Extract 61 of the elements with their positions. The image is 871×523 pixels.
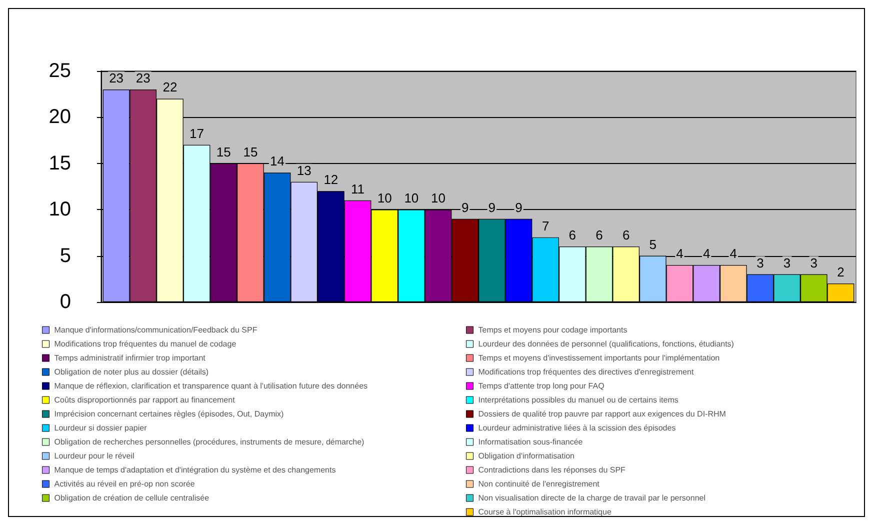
y-tick-label: 25 — [48, 60, 71, 82]
y-tick-label: 10 — [48, 198, 71, 221]
legend-label: Interprétations possibles du manuel ou de certains items — [478, 396, 678, 404]
legend-label: Temps et moyens d'investissement importants pour l'implémentation — [478, 354, 720, 362]
data-label: 7 — [542, 218, 550, 234]
legend-label: Modifications trop fréquentes des directives d'enregistrement — [478, 368, 694, 376]
legend-label: Temps d'attente trop long pour FAQ — [478, 382, 604, 390]
legend-label: Coûts disproportionnés par rapport au financement — [54, 396, 236, 404]
data-label: 10 — [377, 190, 392, 206]
data-label: 10 — [404, 190, 419, 206]
data-label: 6 — [622, 228, 630, 243]
y-tick-label: 0 — [60, 291, 71, 313]
legend-label: Manque de temps d'adaptation et d'intégration du système et des changements — [54, 466, 336, 474]
legend-label: Dossiers de qualité trop pauvre par rapport aux exigences du DI-RHM — [478, 410, 726, 418]
data-label: 14 — [270, 154, 285, 169]
data-label: 9 — [488, 200, 496, 215]
data-label: 13 — [296, 162, 312, 178]
data-label: 23 — [109, 70, 124, 86]
legend-label: Manque de réflexion, clarification et transparence quant à l'utilisation future des données — [54, 382, 368, 390]
y-tick-label: 5 — [60, 244, 71, 267]
data-label: 4 — [730, 246, 737, 262]
y-tick-label: 15 — [48, 152, 71, 174]
data-label: 4 — [676, 246, 684, 262]
data-label: 17 — [190, 126, 204, 141]
legend-label: Course à l'optimalisation informatique — [478, 508, 612, 516]
data-label: 6 — [568, 228, 576, 243]
data-label: 3 — [810, 255, 818, 270]
legend-label: Informatisation sous-financée — [478, 438, 584, 446]
legend-label: Lourdeur pour le réveil — [54, 452, 135, 460]
legend-label: Obligation de noter plus au dossier (détails) — [54, 368, 209, 376]
legend-label: Obligation de recherches personnelles (procédures, instruments de mesure, démarche) — [54, 438, 365, 446]
data-label: 3 — [756, 255, 764, 270]
legend-label: Temps et moyens pour codage importants — [478, 326, 628, 334]
data-label: 23 — [136, 70, 150, 86]
data-label: 9 — [515, 200, 522, 215]
legend-label: Non visualisation directe de la charge de travail par le personnel — [478, 494, 706, 502]
legend-label: Modifications trop fréquentes du manuel de codage — [54, 340, 237, 348]
legend-label: Contradictions dans les réponses du SPF — [478, 466, 626, 474]
legend-label: Manque d'informations/communication/Feedback du SPF — [54, 326, 258, 334]
data-label: 6 — [596, 228, 603, 243]
legend-label: Lourdeur des données de personnel (qualifications, fonctions, étudiants) — [478, 340, 734, 348]
legend-label: Activités au réveil en pré-op non scorée — [54, 480, 196, 488]
data-label: 2 — [837, 264, 844, 280]
y-tick-label: 20 — [48, 106, 71, 128]
legend-label: Obligation de création de cellule centralisée — [54, 494, 210, 502]
legend-label: Lourdeur si dossier papier — [54, 424, 148, 432]
data-label: 15 — [216, 144, 231, 160]
legend-label: Imprécision concernant certaines règles (épisodes, Out, Daymix) — [54, 410, 284, 418]
data-label: 10 — [431, 190, 446, 206]
legend-label: Obligation d'informatisation — [478, 452, 574, 460]
data-label: 15 — [243, 144, 258, 160]
legend-label: Non continuité de l'enregistrement — [478, 480, 600, 488]
data-label: 5 — [649, 236, 657, 252]
data-label: 9 — [461, 200, 469, 215]
data-label: 22 — [162, 80, 178, 95]
legend-label: Temps administratif infirmier trop important — [54, 354, 206, 362]
legend-label: Lourdeur administrative liées à la scission des épisodes — [478, 424, 676, 432]
data-label: 12 — [324, 172, 338, 188]
data-label: 3 — [783, 255, 791, 270]
data-label: 11 — [351, 181, 365, 196]
data-label: 4 — [702, 246, 710, 262]
